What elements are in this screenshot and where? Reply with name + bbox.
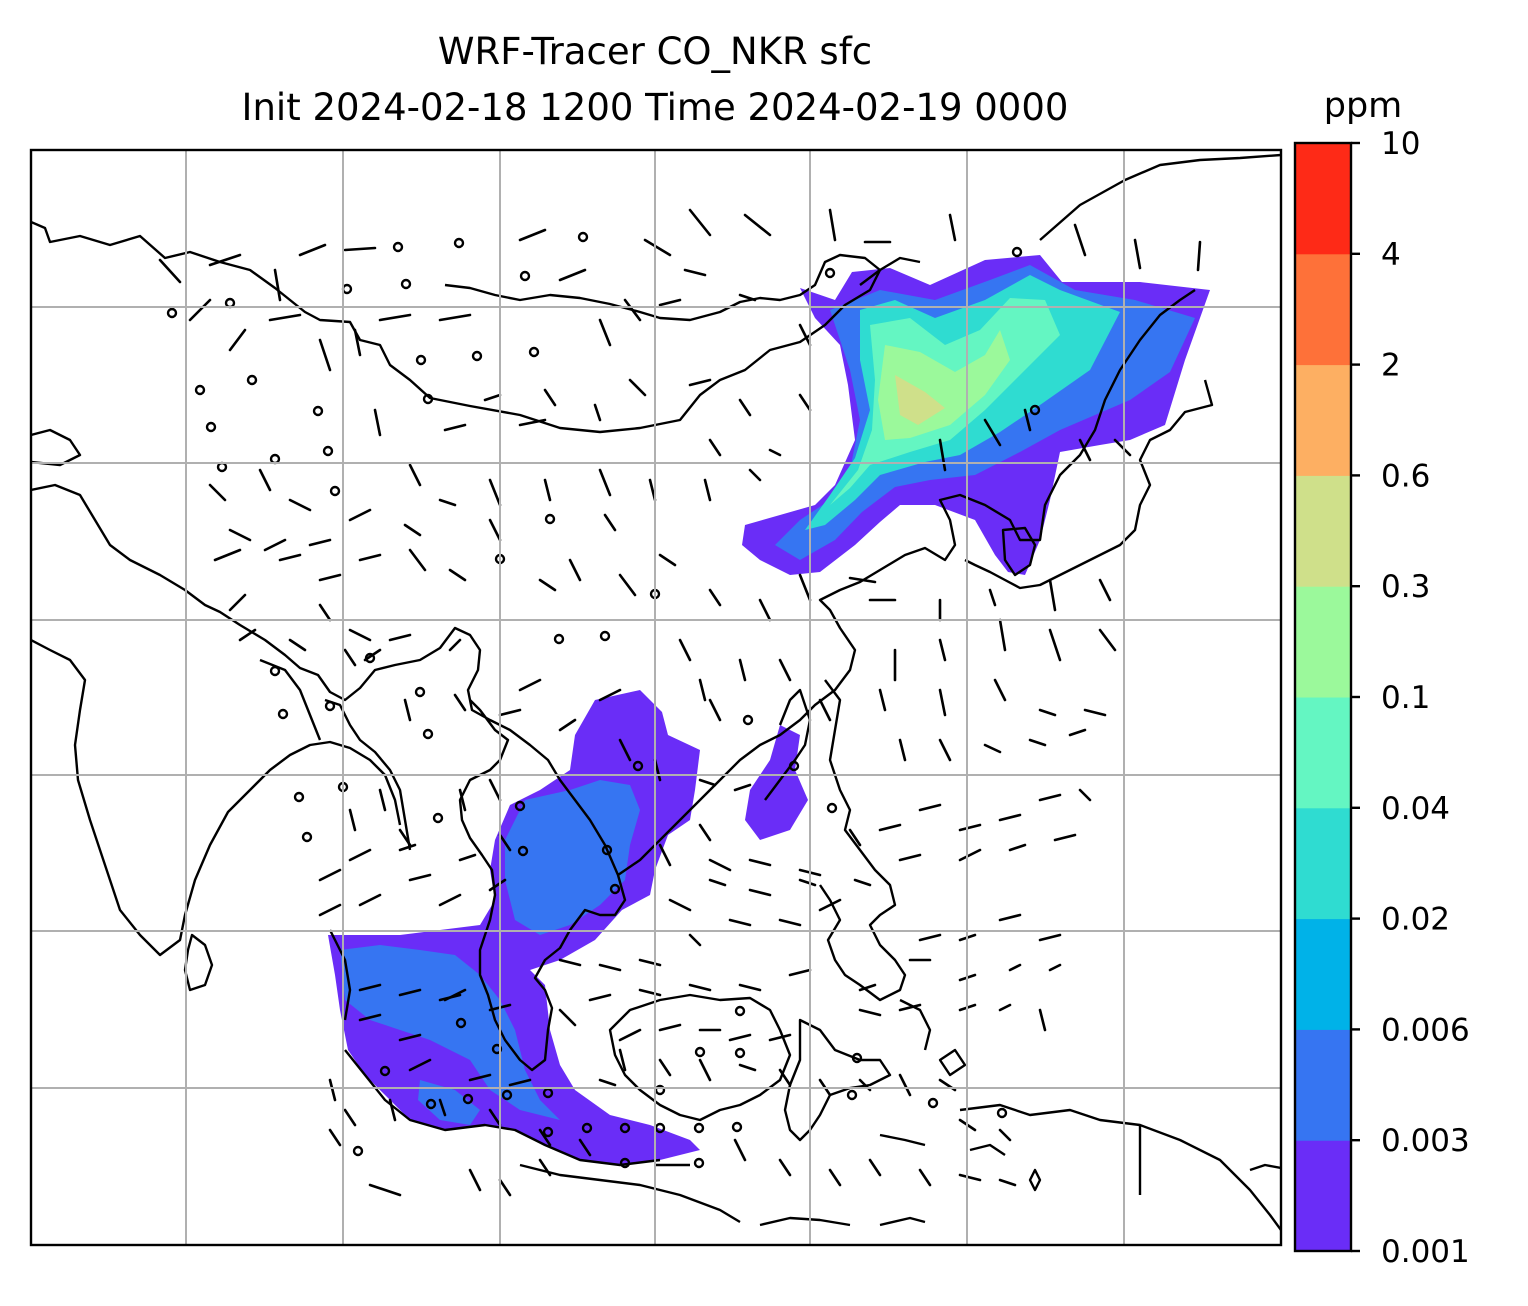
coastlines — [31, 153, 1281, 1231]
colorbar-tick-label: 0.6 — [1381, 458, 1430, 494]
colorbar-band — [1295, 1029, 1351, 1141]
colorbar-tick-label: 0.006 — [1381, 1012, 1470, 1048]
colorbar-tick-label: 0.04 — [1381, 791, 1450, 827]
colorbar-unit-label: ppm — [1324, 86, 1403, 126]
map-gridlines — [31, 150, 1281, 1245]
calm-wind-circles — [166, 231, 1041, 1169]
colorbar-band — [1295, 475, 1351, 587]
colorbar-band — [1295, 918, 1351, 1030]
colorbar-band — [1295, 1140, 1351, 1252]
colorbar-band — [1295, 253, 1351, 366]
colorbar-tick-label: 4 — [1381, 237, 1401, 273]
map-title-line1: WRF-Tracer CO_NKR sfc — [437, 30, 873, 73]
colorbar-band — [1295, 364, 1351, 476]
tracer-plume-south — [328, 690, 808, 1165]
colorbar-band — [1295, 143, 1351, 255]
colorbar-band — [1295, 697, 1351, 809]
colorbar-tick-label: 0.3 — [1381, 569, 1430, 605]
map-frame — [29, 148, 1283, 1247]
colorbar-band — [1295, 807, 1351, 920]
map-title-line2: Init 2024-02-18 1200 Time 2024-02-19 000… — [241, 86, 1069, 129]
colorbar-tick-label: 10 — [1381, 126, 1420, 162]
colorbar-tick-label: 0.02 — [1381, 902, 1450, 938]
colorbar-tick-label: 0.001 — [1381, 1234, 1470, 1270]
colorbar-tick-label: 2 — [1381, 348, 1401, 384]
colorbar-tick-label: 0.1 — [1381, 680, 1430, 716]
colorbar-tick-label: 0.003 — [1381, 1123, 1470, 1159]
tracer-plume-northeast — [742, 255, 1210, 575]
colorbar-band — [1295, 586, 1351, 698]
wind-barbs — [158, 208, 1202, 1197]
